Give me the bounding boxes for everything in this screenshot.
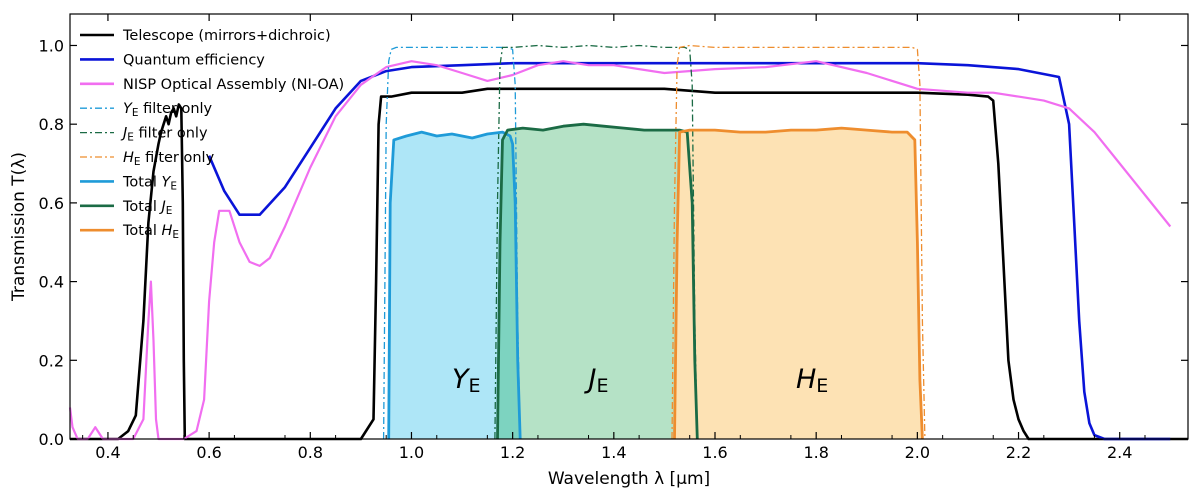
je-filter-only-line — [494, 44, 698, 440]
band-label-h: HE — [796, 364, 828, 397]
legend-label: HE filter only — [123, 150, 215, 168]
band-labels-layer: YE JE HE — [452, 364, 828, 397]
legend-label: Telescope (mirrors+dichroic) — [122, 28, 331, 44]
legend: Telescope (mirrors+dichroic) Quantum effi… — [80, 28, 344, 241]
legend-label: Total JE — [122, 199, 172, 217]
x-tick-label: 1.2 — [500, 443, 525, 462]
x-tick-label: 2.4 — [1107, 443, 1132, 462]
x-tick-label: 1.4 — [601, 443, 626, 462]
x-tick-label: 1.6 — [702, 443, 727, 462]
y-tick-label: 0.8 — [39, 115, 64, 134]
y-tick-label: 0.2 — [39, 351, 64, 370]
x-tick-label: 2.0 — [905, 443, 930, 462]
legend-label: JE filter only — [120, 126, 208, 144]
x-tick-label: 0.4 — [95, 443, 120, 462]
legend-label: NISP Optical Assembly (NI-OA) — [123, 77, 344, 93]
he-filter-only-line — [671, 44, 926, 440]
quantum-efficiency-line — [207, 61, 1171, 441]
fills-layer — [388, 124, 923, 439]
y-tick-label: 0.4 — [39, 273, 64, 292]
total-je-area-fill — [497, 124, 698, 439]
legend-label: Total YE — [122, 174, 177, 192]
y-tick-label: 0.0 — [39, 430, 64, 449]
ticks-layer: 0.4 0.6 0.8 1.0 1.2 1.4 1.6 1.8 2.0 2.2 2.4 0.0 0.2 0… — [39, 14, 1188, 462]
y-tick-label: 0.6 — [39, 194, 64, 213]
x-tick-label: 1.8 — [803, 443, 828, 462]
band-label-y: YE — [452, 364, 481, 397]
y-tick-label: 1.0 — [39, 36, 64, 55]
ye-filter-only-line — [382, 46, 521, 440]
telescope-mirrors-dichroic-line — [70, 87, 1188, 441]
series-layer — [68, 44, 1188, 441]
x-tick-label: 0.8 — [298, 443, 323, 462]
total-he-area-fill — [674, 128, 923, 439]
y-axis-label: Transmission T(λ) — [9, 152, 29, 302]
legend-label: Quantum efficiency — [123, 52, 265, 68]
total-je-line — [496, 122, 699, 440]
total-ye-line — [387, 130, 522, 440]
legend-label: Total HE — [122, 223, 179, 241]
nisp-optical-assembly-ni-oa-line — [68, 60, 1172, 441]
x-tick-label: 0.6 — [196, 443, 221, 462]
x-tick-label: 1.0 — [399, 443, 424, 462]
total-he-line — [673, 126, 924, 440]
x-axis-label: Wavelength λ [μm] — [548, 469, 710, 489]
x-tick-label: 2.2 — [1006, 443, 1031, 462]
total-ye-area-fill — [388, 132, 521, 439]
legend-label: YE filter only — [123, 101, 213, 119]
plot-frame — [69, 13, 1189, 440]
